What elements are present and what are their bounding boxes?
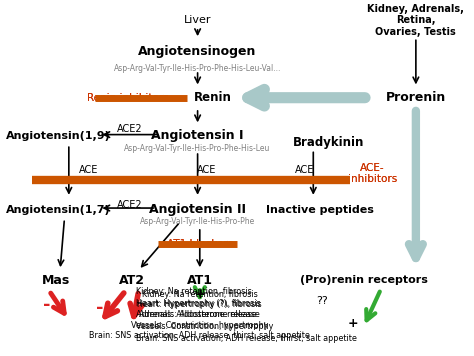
Text: ??: ?? [316,296,328,306]
Text: Renin inhibitors: Renin inhibitors [87,93,169,103]
Text: Angiotensin I: Angiotensin I [151,129,244,142]
Text: Inactive peptides: Inactive peptides [266,205,374,215]
Text: Bradykinin: Bradykinin [293,136,364,149]
Text: ACE: ACE [79,165,98,175]
Text: AT1: AT1 [187,274,213,287]
Text: Kidney, Adrenals,
Retina,
Ovaries, Testis: Kidney, Adrenals, Retina, Ovaries, Testi… [367,4,465,37]
Text: AT1 blockers: AT1 blockers [167,239,233,249]
Text: Mas: Mas [42,274,70,287]
Text: (Pro)renin receptors: (Pro)renin receptors [300,276,428,286]
Text: AT2: AT2 [119,274,145,287]
Text: ACE2: ACE2 [117,124,143,134]
Text: Prorenin: Prorenin [386,91,446,104]
Text: ACE-
inhibitors: ACE- inhibitors [347,163,397,184]
Text: AT1 blockers: AT1 blockers [167,239,233,249]
Text: ACE: ACE [197,165,216,175]
Text: ACE2: ACE2 [117,200,143,210]
Text: Angiotensin II: Angiotensin II [149,203,246,216]
Text: Kidney: Na retention, fibrosis
Heart: Hypertrophy (?), fibrosis
Adrenals: Aldost: Kidney: Na retention, fibrosis Heart: Hy… [90,290,310,340]
Text: -: - [96,299,103,317]
Text: Angiotensin(1,7): Angiotensin(1,7) [6,205,110,215]
Text: Asp-Arg-Val-Tyr-Ile-His-Pro-Phe-His-Leu: Asp-Arg-Val-Tyr-Ile-His-Pro-Phe-His-Leu [124,144,271,153]
Text: ACE-
inhibitors: ACE- inhibitors [347,163,397,184]
Text: Asp-Arg-Val-Tyr-Ile-His-Pro-Phe: Asp-Arg-Val-Tyr-Ile-His-Pro-Phe [140,218,255,226]
Text: ACE: ACE [295,165,314,175]
Text: -: - [43,295,51,314]
Text: Angiotensin(1,9): Angiotensin(1,9) [6,131,110,141]
Text: Angiotensinogen: Angiotensinogen [138,44,257,58]
Text: Kidney: Na retention, fibrosis
Heart: Hypertrophy (?), fibrosis
Adrenals: Aldost: Kidney: Na retention, fibrosis Heart: Hy… [137,287,357,343]
Text: Renin inhibitors: Renin inhibitors [87,93,169,103]
Text: Liver: Liver [184,15,211,25]
Text: +: + [194,288,205,301]
Text: Renin: Renin [194,91,232,104]
Text: Asp-Arg-Val-Tyr-Ile-His-Pro-Phe-His-Leu-Val...: Asp-Arg-Val-Tyr-Ile-His-Pro-Phe-His-Leu-… [114,64,281,73]
Text: +: + [347,317,358,330]
